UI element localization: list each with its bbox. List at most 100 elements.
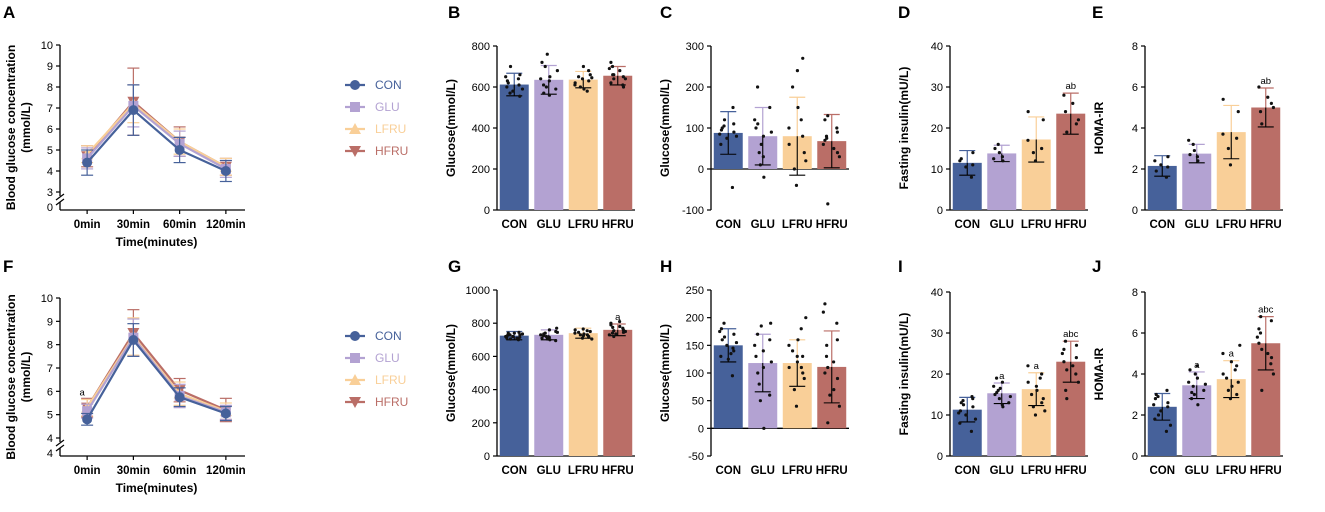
- data-point: [726, 357, 730, 361]
- data-point: [612, 77, 616, 81]
- data-point: [1034, 384, 1039, 388]
- data-point: [958, 421, 962, 425]
- panel-letter: J: [1092, 257, 1101, 276]
- data-point: [517, 83, 521, 87]
- data-point: [576, 75, 581, 79]
- significance-label: a: [1194, 360, 1200, 371]
- data-point: [1156, 413, 1161, 417]
- data-point: [1064, 388, 1068, 392]
- y-tick-label: 8: [47, 340, 53, 352]
- significance-label: a: [615, 312, 621, 323]
- data-point: [1192, 148, 1196, 153]
- data-point: [1065, 368, 1069, 372]
- significance-label: abc: [1063, 329, 1079, 340]
- marker-CON: [220, 408, 231, 419]
- data-point: [573, 331, 577, 335]
- data-point: [1257, 341, 1261, 345]
- data-point: [1038, 376, 1042, 380]
- data-point: [1076, 118, 1081, 122]
- panel-letter: H: [660, 257, 672, 276]
- y-tick-label: 9: [47, 316, 53, 328]
- x-tick-label: HFRU: [1250, 465, 1282, 477]
- y-tick-label: 600: [472, 82, 490, 94]
- data-point: [1257, 327, 1261, 331]
- panel-letter: I: [898, 257, 903, 276]
- legend: CON GLU LFRU HFRU: [345, 78, 408, 158]
- data-point: [621, 326, 625, 330]
- data-point: [995, 390, 999, 395]
- legend-label: LFRU: [375, 373, 406, 387]
- data-point: [1236, 110, 1240, 114]
- y-tick-label: 10: [41, 40, 53, 52]
- y-tick-label: 800: [472, 41, 490, 53]
- data-point: [1269, 362, 1273, 366]
- data-point: [837, 404, 842, 408]
- data-point: [1187, 138, 1191, 142]
- data-point: [1196, 403, 1200, 407]
- data-point: [508, 64, 513, 69]
- data-point: [1224, 376, 1229, 380]
- data-point: [759, 142, 763, 146]
- x-tick-label: CON: [1149, 219, 1175, 231]
- y-tick-label: 8: [1132, 287, 1138, 299]
- marker-CON: [174, 392, 185, 403]
- data-point: [1074, 343, 1079, 347]
- data-point: [1238, 343, 1242, 347]
- data-point: [821, 310, 825, 314]
- data-point: [1040, 372, 1044, 376]
- x-tick-label: GLU: [1185, 465, 1209, 477]
- data-point: [832, 146, 836, 151]
- x-tick-label: GLU: [751, 465, 775, 477]
- data-point: [1258, 331, 1263, 335]
- data-point: [768, 105, 772, 110]
- x-tick-label: CON: [715, 465, 741, 477]
- data-point: [959, 157, 963, 161]
- bar-LFRU: [568, 333, 598, 456]
- data-point: [512, 331, 516, 335]
- y-tick-label: 1000: [466, 285, 490, 297]
- data-point: [1164, 429, 1169, 433]
- x-tick-label: HFRU: [816, 465, 848, 477]
- y-tick-label: 0: [484, 205, 490, 217]
- x-tick-label: GLU: [537, 219, 561, 231]
- data-point: [1152, 403, 1156, 407]
- data-point: [610, 64, 615, 69]
- data-point: [1164, 175, 1169, 179]
- y-tick-label: 2: [1132, 410, 1138, 422]
- data-point: [520, 87, 525, 91]
- data-point: [516, 77, 521, 81]
- panel-I: I 0 10 20 30 40 Fasting insulin(mU/L) CON a GLU a L…: [897, 257, 1088, 477]
- x-tick-label: CON: [1149, 465, 1175, 477]
- data-point: [832, 388, 836, 392]
- y-tick-label: 6: [47, 386, 53, 398]
- data-point: [835, 130, 839, 134]
- data-point: [573, 328, 577, 332]
- data-point: [761, 349, 765, 353]
- data-point: [610, 331, 615, 335]
- data-point: [612, 334, 616, 339]
- data-point: [964, 413, 968, 417]
- data-point: [1026, 138, 1030, 142]
- data-point: [590, 337, 594, 341]
- significance-label: abc: [1258, 305, 1274, 316]
- data-point: [580, 77, 585, 81]
- data-point: [1195, 376, 1200, 380]
- y-axis-title: Glucose(mmol/L): [658, 324, 672, 422]
- y-tick-label: 200: [686, 82, 704, 94]
- panel-letter: E: [1092, 3, 1103, 22]
- data-point: [611, 73, 615, 77]
- data-point: [1031, 405, 1035, 409]
- data-point: [794, 183, 799, 187]
- bar-CON: [499, 335, 529, 456]
- data-point: [1190, 390, 1194, 395]
- data-point: [511, 89, 515, 93]
- data-point: [761, 365, 766, 370]
- data-point: [1269, 101, 1273, 105]
- data-point: [729, 352, 733, 356]
- x-tick-label: GLU: [537, 465, 561, 477]
- y-tick-label: 7: [47, 103, 53, 115]
- x-tick-label: LFRU: [1216, 219, 1247, 231]
- data-point: [971, 163, 975, 167]
- y-tick-label: 3: [47, 187, 53, 199]
- data-point: [1269, 319, 1273, 323]
